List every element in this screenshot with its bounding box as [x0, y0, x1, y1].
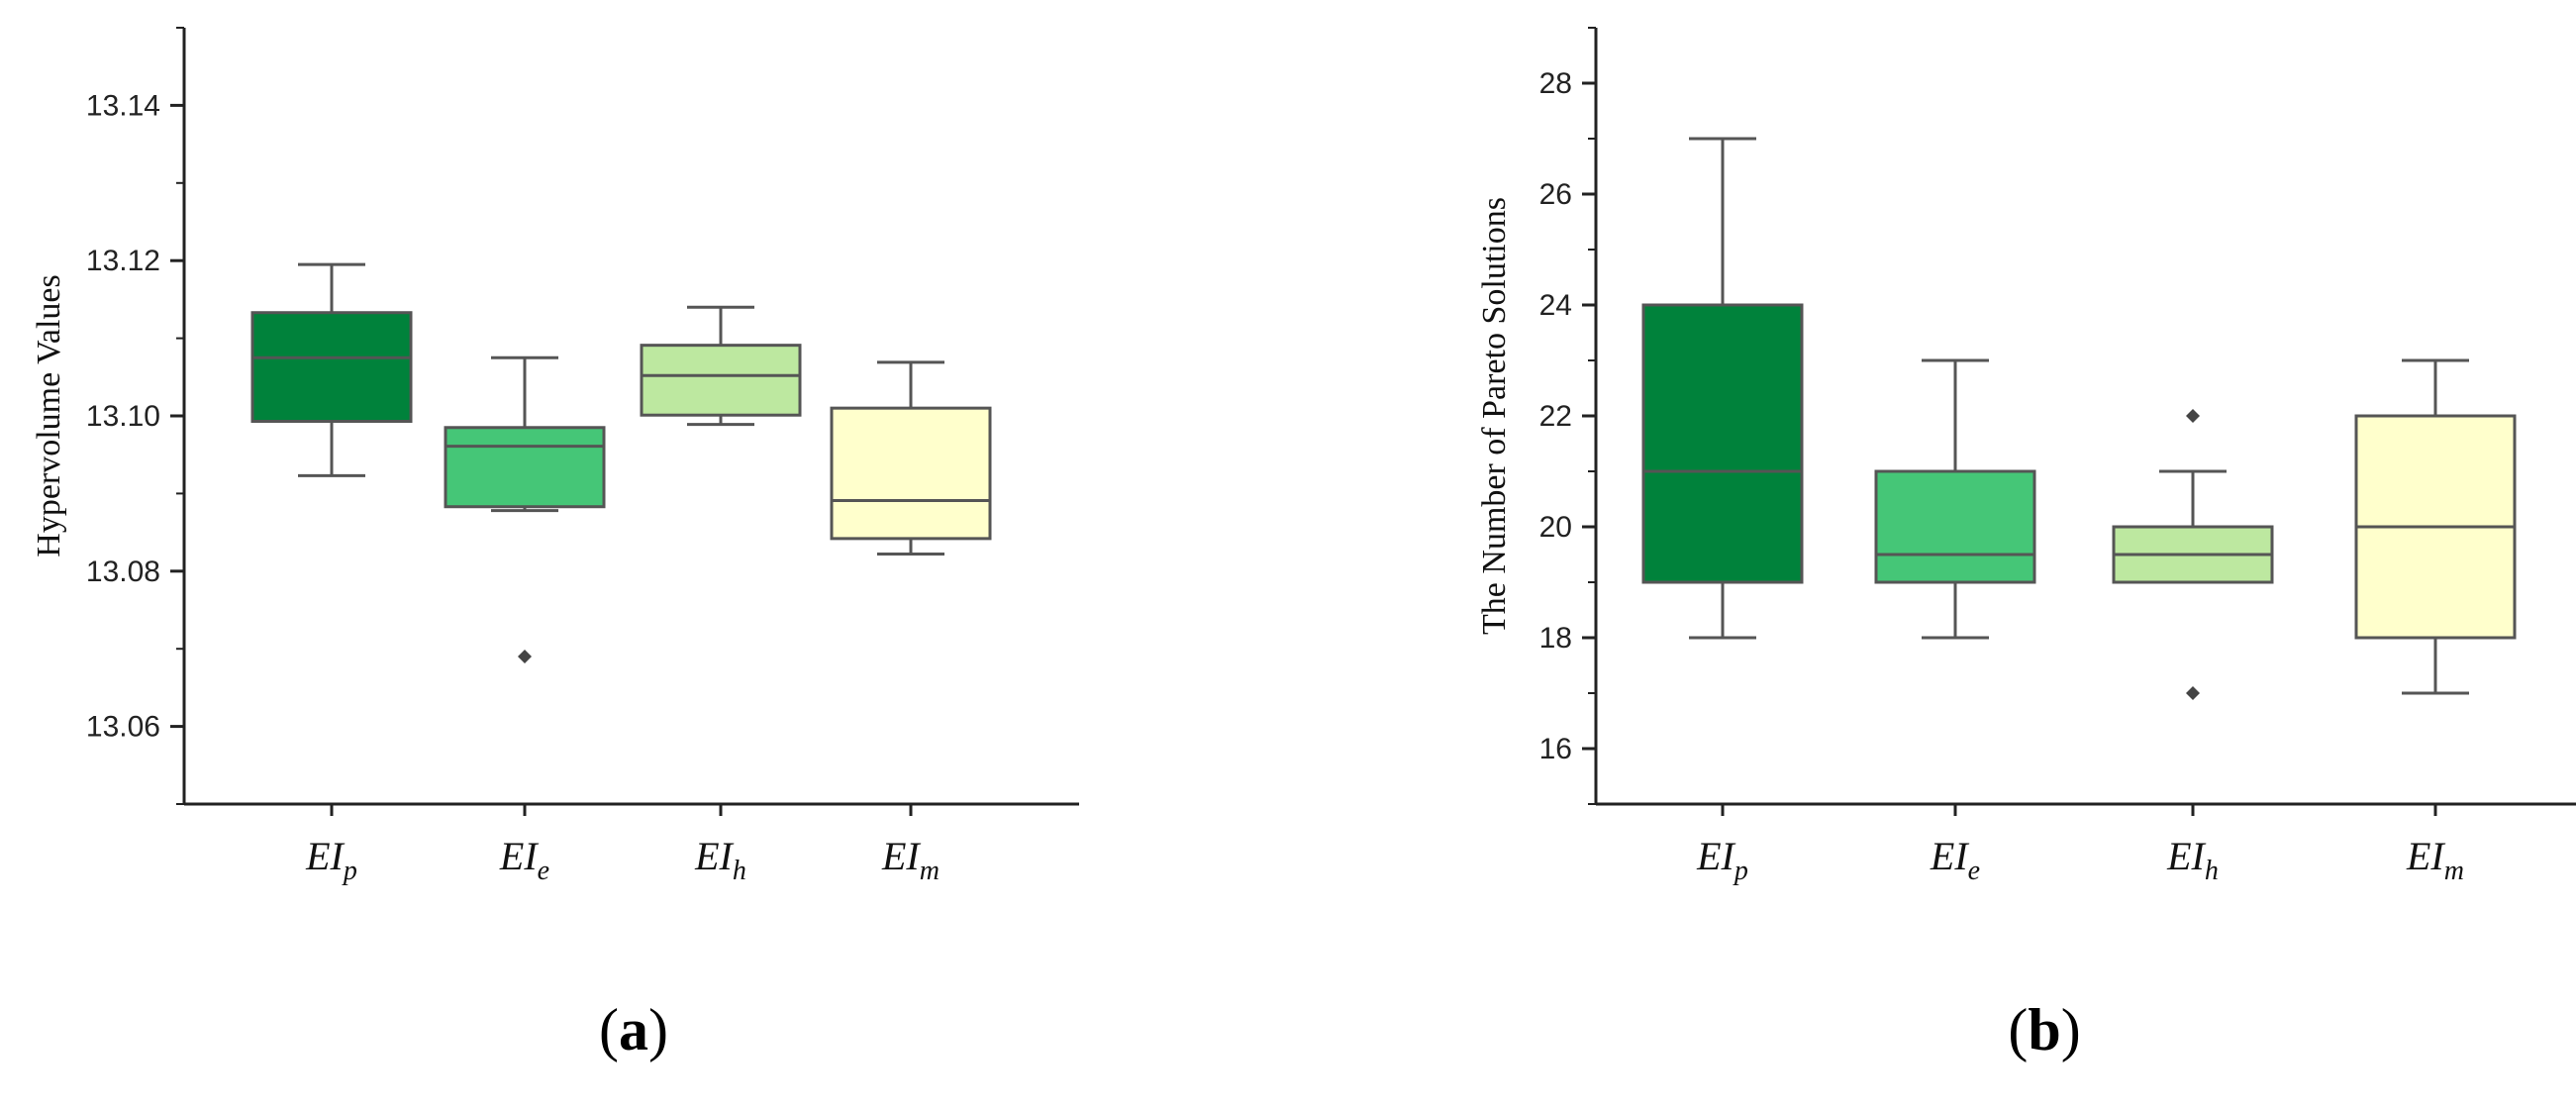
x-category-label: EIm: [2406, 834, 2464, 886]
panel-label-close-paren: ): [648, 997, 668, 1063]
y-tick-label: 20: [1539, 511, 1572, 544]
category-subscript-text: h: [733, 856, 746, 886]
x-category-label: EIe: [1930, 834, 1980, 886]
category-main-text: EI: [1930, 834, 1969, 878]
category-subscript-text: e: [1968, 856, 1980, 886]
y-tick-label: 13.14: [86, 89, 160, 122]
category-main-text: EI: [305, 834, 345, 878]
y-tick-label: 16: [1539, 733, 1572, 765]
x-category-label: EIm: [881, 834, 940, 886]
category-subscript-text: p: [342, 856, 357, 886]
box-eip: [1641, 137, 1804, 640]
category-main-text: EI: [694, 834, 734, 878]
y-tick-label: 26: [1539, 178, 1572, 211]
box-eie: [444, 355, 606, 664]
iqr-box: [830, 406, 992, 541]
y-axis-title: Hypervolume Values: [31, 274, 67, 557]
panel-b-chart: 16 18 20 22 24 26 28 The Number of Pareto Solut…: [1476, 27, 2576, 1063]
panel-a-chart: 13.06 13.08 13.10 13.12 13.14 Hypervolume Val…: [31, 27, 1079, 1063]
category-subscript-text: e: [538, 856, 549, 886]
category-main-text: EI: [2406, 834, 2445, 878]
category-subscript-text: m: [920, 856, 940, 886]
category-subscript-text: m: [2444, 856, 2464, 886]
outlier-point: [2186, 409, 2200, 423]
category-subscript-text: h: [2205, 856, 2219, 886]
iqr-box: [1641, 303, 1804, 584]
box-eip: [250, 262, 413, 477]
iqr-box: [250, 311, 413, 423]
x-category-label: EIe: [499, 834, 549, 886]
panel-label-open-paren: (: [2008, 997, 2028, 1063]
iqr-box: [444, 426, 606, 509]
panel-label-close-paren: ): [2061, 997, 2081, 1063]
box-eih: [2112, 409, 2274, 700]
category-main-text: EI: [499, 834, 539, 878]
y-tick-label: 22: [1539, 400, 1572, 433]
y-tick-label: 18: [1539, 622, 1572, 655]
iqr-box: [640, 344, 802, 417]
y-tick-label: 13.10: [86, 400, 160, 433]
category-subscript-text: p: [1733, 856, 1748, 886]
category-main-text: EI: [881, 834, 921, 878]
y-tick-label: 13.06: [86, 711, 160, 744]
panel-label-open-paren: (: [599, 997, 619, 1063]
x-category-label: EIh: [2166, 834, 2219, 886]
y-axis-title: The Number of Pareto Solutions: [1476, 197, 1513, 635]
x-category-label: EIp: [1696, 834, 1748, 886]
x-category-label: EIh: [694, 834, 746, 886]
box-eim: [830, 360, 992, 557]
y-tick-label: 13.08: [86, 556, 160, 588]
panel-label-letter: b: [2028, 997, 2060, 1063]
box-eie: [1874, 358, 2036, 640]
x-category-label: EIp: [305, 834, 357, 886]
y-tick-label: 28: [1539, 67, 1572, 100]
panel-label-letter: a: [619, 997, 648, 1063]
box-eim: [2354, 358, 2517, 695]
y-tick-label: 24: [1539, 289, 1572, 322]
iqr-box: [1874, 469, 2036, 584]
category-main-text: EI: [1696, 834, 1735, 878]
category-main-text: EI: [2166, 834, 2206, 878]
outlier-point: [2186, 686, 2200, 700]
y-tick-label: 13.12: [86, 245, 160, 277]
box-eih: [640, 305, 802, 427]
panel-label: (b): [2008, 997, 2080, 1063]
panel-label: (a): [599, 997, 668, 1063]
outlier-point: [518, 650, 532, 664]
